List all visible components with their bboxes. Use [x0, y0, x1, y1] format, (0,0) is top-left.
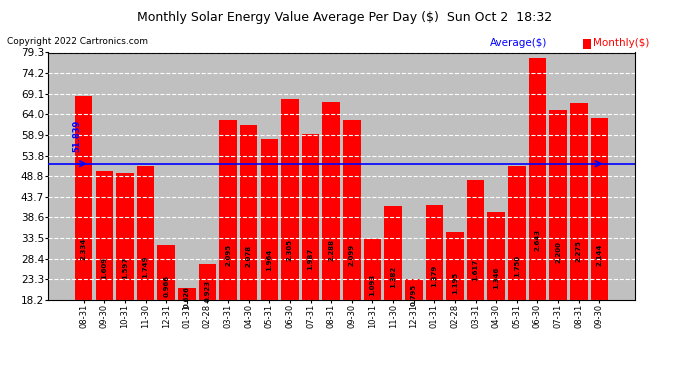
Text: Copyright 2022 Cartronics.com: Copyright 2022 Cartronics.com	[7, 38, 148, 46]
Text: 0.923: 0.923	[204, 280, 210, 302]
Bar	[364, 239, 382, 374]
Bar	[487, 212, 505, 374]
Text: 1.617: 1.617	[473, 259, 479, 281]
Text: 0.966: 0.966	[164, 275, 169, 297]
Text: Monthly($): Monthly($)	[593, 38, 650, 48]
Text: 2.078: 2.078	[246, 245, 252, 267]
Bar	[199, 264, 216, 374]
Bar	[384, 206, 402, 374]
Bar	[302, 135, 319, 374]
Bar	[219, 120, 237, 374]
Bar	[137, 166, 155, 374]
Bar	[282, 99, 299, 374]
Text: 0.795: 0.795	[411, 284, 417, 306]
Text: 1.093: 1.093	[369, 274, 375, 296]
Text: 1.750: 1.750	[514, 255, 520, 278]
Bar	[549, 110, 567, 374]
Bar	[446, 231, 464, 374]
Bar	[157, 245, 175, 374]
Text: 1.379: 1.379	[431, 265, 437, 287]
Text: 0.626: 0.626	[184, 286, 190, 308]
Bar	[116, 172, 134, 374]
Bar	[96, 171, 113, 374]
Bar	[529, 58, 546, 374]
Text: 2.200: 2.200	[555, 242, 561, 264]
Text: 2.334: 2.334	[81, 238, 87, 260]
Bar	[322, 102, 340, 374]
Bar	[508, 165, 526, 374]
Text: 2.305: 2.305	[287, 239, 293, 261]
Text: 2.288: 2.288	[328, 239, 334, 261]
Text: 1.346: 1.346	[493, 267, 500, 289]
Text: Average($): Average($)	[490, 38, 547, 48]
Text: Monthly Solar Energy Value Average Per Day ($)  Sun Oct 2  18:32: Monthly Solar Energy Value Average Per D…	[137, 11, 553, 24]
Text: 1.964: 1.964	[266, 249, 273, 271]
Bar	[405, 279, 422, 374]
Bar	[570, 103, 587, 374]
Bar	[261, 139, 278, 374]
Text: 2.144: 2.144	[596, 243, 602, 266]
Text: 51.839: 51.839	[72, 119, 81, 152]
Text: 1.609: 1.609	[101, 257, 108, 279]
Bar	[178, 288, 196, 374]
Bar	[591, 118, 608, 374]
Bar	[426, 205, 443, 374]
Text: 1.195: 1.195	[452, 272, 458, 294]
Bar	[467, 180, 484, 374]
Bar	[240, 126, 257, 374]
Bar	[75, 96, 92, 374]
Text: 1.382: 1.382	[390, 266, 396, 288]
Text: 1.597: 1.597	[122, 257, 128, 279]
Bar	[343, 120, 361, 374]
Text: 2.095: 2.095	[225, 244, 231, 266]
Text: 2.643: 2.643	[535, 228, 540, 251]
Text: 1.987: 1.987	[308, 248, 314, 270]
Text: 2.275: 2.275	[575, 240, 582, 262]
Text: 2.099: 2.099	[349, 244, 355, 266]
Text: 1.749: 1.749	[143, 255, 148, 278]
